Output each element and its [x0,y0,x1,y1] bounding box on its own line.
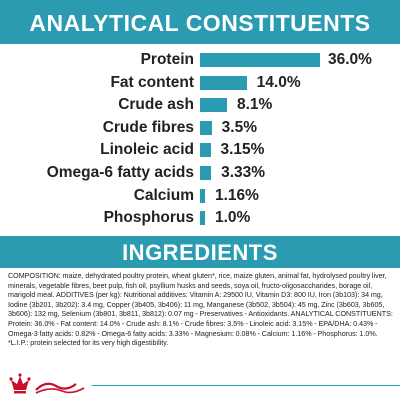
footer-divider [92,385,400,386]
royal-canin-crown-logo-icon [9,373,85,394]
constituent-value: 3.15% [220,141,265,159]
constituent-row: Protein 36.0% [0,50,400,70]
constituent-value: 8.1% [237,96,273,114]
constituent-name: Crude ash [118,96,194,114]
constituent-name: Crude fibres [102,118,194,136]
constituent-row: Omega-6 fatty acids 3.33% [0,163,400,183]
constituent-row: Crude fibres 3.5% [0,118,400,138]
constituent-bar [200,75,247,90]
constituent-name: Linoleic acid [100,141,194,159]
constituent-row: Calcium 1.16% [0,186,400,206]
constituent-bar [200,211,205,226]
constituent-row: Linoleic acid 3.15% [0,140,400,160]
constituent-value: 36.0% [328,51,372,68]
constituent-value: 3.5% [221,118,257,136]
constituent-row: Phosphorus 1.0% [0,208,400,228]
constituent-value: 3.33% [221,164,266,181]
composition-text: COMPOSITION: maize, dehydrated poultry p… [8,272,393,348]
constituent-name: Phosphorus [103,209,194,227]
analytical-constituents-banner: ANALYTICAL CONSTITUENTS [0,0,400,44]
constituent-bar [200,120,212,135]
constituent-row: Fat content 14.0% [0,73,400,93]
ingredients-banner: INGREDIENTS [0,236,400,268]
constituent-bar [200,98,227,113]
constituent-name: Fat content [110,73,194,91]
constituent-value: 1.0% [215,209,251,227]
constituent-value: 14.0% [256,73,301,91]
constituent-bar [200,53,320,67]
constituent-bar [200,166,212,180]
constituent-bar [200,188,205,203]
constituent-name: Calcium [133,186,194,204]
constituent-bar [200,143,211,158]
constituent-name: Omega-6 fatty acids [46,164,194,181]
constituent-value: 1.16% [215,186,259,204]
constituent-row: Crude ash 8.1% [0,95,400,115]
constituent-name: Protein [140,51,194,68]
